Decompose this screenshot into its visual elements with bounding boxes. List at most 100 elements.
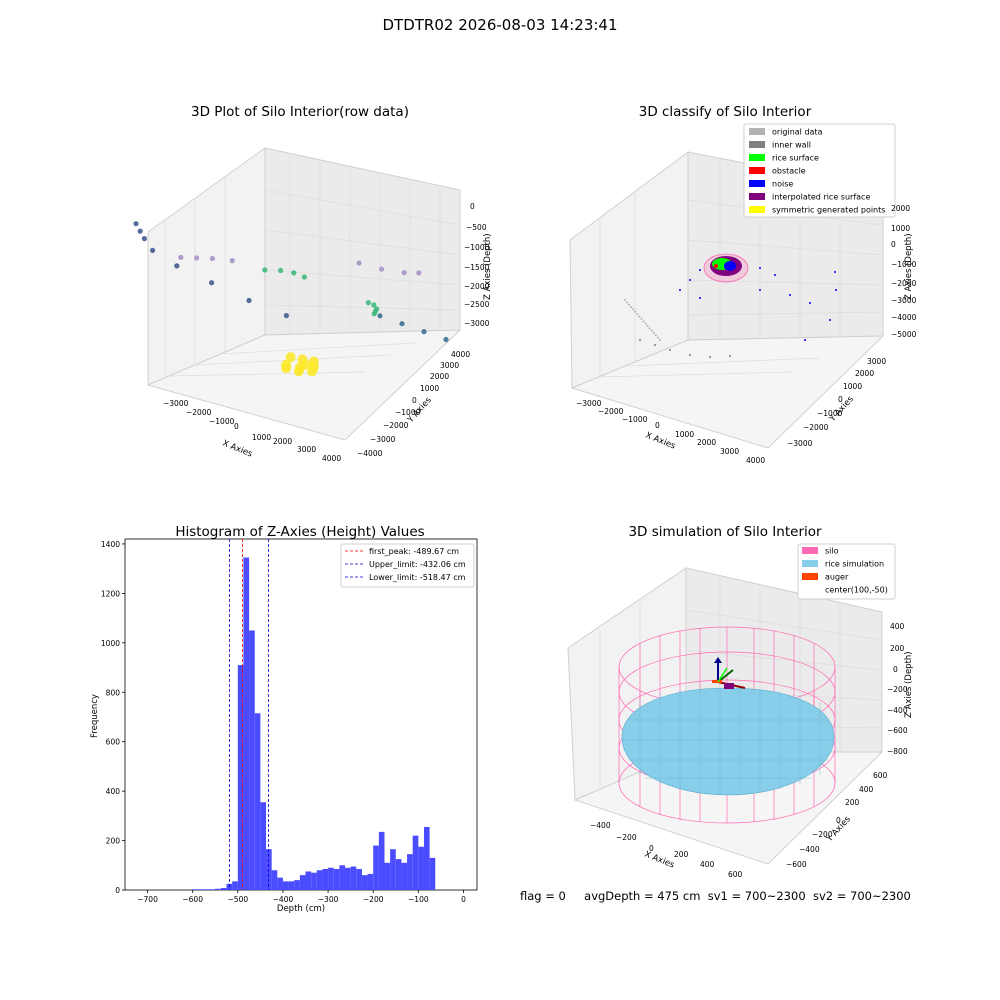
p1-xtick-6: 3000 [297,445,316,454]
hist-bar [288,881,295,890]
hist-ytick-label: 800 [106,688,121,697]
p1-xtick-7: 4000 [322,454,341,463]
hist-ytick-label: 200 [106,837,121,846]
p1-point [399,321,405,327]
hist-xtick-label: −400 [273,895,294,904]
hist-bar [367,873,374,890]
p2-legend-label: symmetric generated points [772,206,885,215]
p1-point [174,263,180,269]
hist-xtick-label: −100 [408,895,429,904]
p4-ztick-0: 400 [890,622,905,631]
panel2-title: 3D classify of Silo Interior [638,104,812,120]
status-avg-depth: avgDepth = 475 cm [584,889,701,903]
p2-xtick-3: 0 [655,421,660,430]
p2-point [639,339,641,341]
p4-xtick-0: −400 [590,821,611,830]
p1-point [209,280,215,286]
p4-ytick-5: 400 [859,785,874,794]
hist-bar [328,867,334,890]
p1-point [246,297,252,304]
p2-point [638,315,641,318]
p2-legend-swatch [749,154,765,161]
p2-point [789,294,791,296]
p4-zlabel: Z Axies (Depth) [904,651,914,718]
hist-bar [322,868,329,890]
panel4-x-ticks: −400 −200 0 200 400 600 [590,821,743,879]
p1-point [300,359,311,370]
hist-bar [271,870,278,890]
p2-point [809,302,811,304]
panel1-y-ticks: −4000 −3000 −2000 −1000 0 1000 2000 3000… [357,350,470,458]
hist-ytick-label: 0 [115,886,120,895]
hist-bar [220,888,227,890]
p2-ztick-7: −5000 [891,330,917,339]
hist-bar [390,849,396,890]
p1-zlabel: Z Axies (Depth) [483,233,493,300]
p2-point [624,299,626,301]
status-line: flag = 0 avgDepth = 475 cm sv1 = 700~230… [520,889,911,903]
p2-legend-label: original data [772,128,823,137]
hist-y-axis: 0 200 400 600 800 1000 1200 1400 [101,540,125,895]
p4-xtick-3: 200 [674,850,689,859]
p2-point [689,279,691,281]
p2-ztick-1: 1000 [891,224,910,233]
p2-ztick-0: 2000 [891,204,910,213]
status-sv2: sv2 = 700~2300 [812,889,911,903]
p2-ytick-5: 2000 [855,369,874,378]
p2-point [699,297,701,299]
p1-point [262,267,268,273]
hist-bar [356,868,362,890]
p2-point [628,303,631,306]
p2-legend-swatch [749,193,765,200]
p4-ytick-0: −600 [786,860,807,869]
p1-ytick-7: 3000 [440,361,459,370]
hist-bar [412,835,419,890]
p2-point [650,329,653,332]
hist-bar [254,713,261,890]
p1-xtick-2: −1000 [209,417,235,426]
p4-xtick-2: 0 [649,844,654,853]
p4-xtick-4: 400 [700,860,715,869]
hist-bar [418,846,424,890]
p4-xtick-5: 600 [728,870,743,879]
p4-ytick-2: −200 [812,830,833,839]
p2-point [834,271,836,273]
p1-ztick-3: −1500 [464,263,490,272]
p1-point [209,255,215,262]
p1-ytick-8: 4000 [451,350,470,359]
p2-point [632,308,635,311]
p2-legend-swatch [749,167,765,174]
panel1-scatter-points [133,221,449,377]
p1-point [283,313,289,319]
p2-legend-swatch [749,141,765,148]
hist-ytick-label: 400 [106,787,121,796]
p1-ztick-1: −500 [466,223,487,232]
p1-point [278,267,284,274]
hist-bar [215,888,221,890]
hist-bar [305,871,312,890]
p1-point [371,302,377,308]
hist-bar [373,845,379,890]
p1-xtick-5: 2000 [273,437,292,446]
p1-point [377,313,383,319]
hist-bar [429,857,436,890]
hist-bar [243,557,250,890]
hist-bar [277,877,283,890]
p2-xtick-6: 3000 [720,447,739,456]
panel4-y-ticks: −600 −400 −200 0 200 400 600 [786,771,888,869]
p4-ztick-2: 0 [893,665,898,674]
p1-ytick-6: 2000 [430,372,449,381]
panel2-legend: original data inner wall rice surface obsta… [743,123,896,218]
p2-point [626,301,629,304]
hist-legend-label: first_peak: -489.67 cm [369,547,459,556]
p1-ytick-0: −4000 [357,449,383,458]
p2-ztick-5: −3000 [891,296,917,305]
p1-point [133,221,139,227]
p2-point [636,313,639,316]
p1-point [141,236,147,242]
hist-bar [333,868,340,890]
p2-point [669,349,671,351]
